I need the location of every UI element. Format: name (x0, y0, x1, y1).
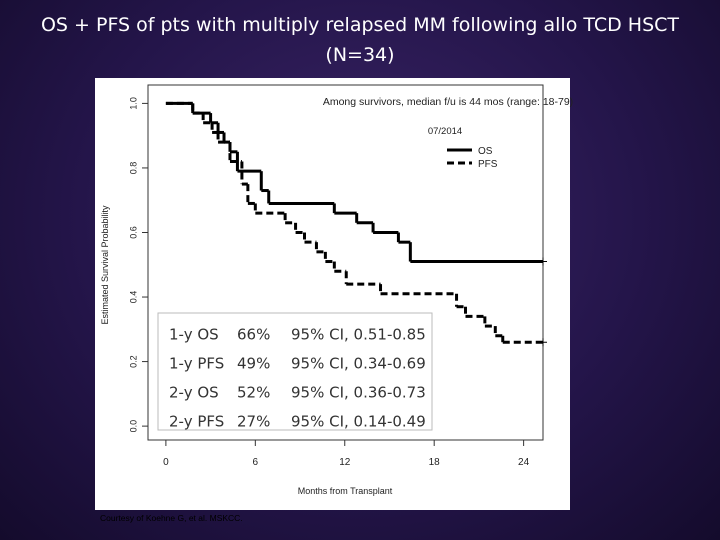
censor-mark (539, 257, 547, 266)
x-tick-label: 0 (163, 457, 169, 468)
y-tick-label: 0.6 (128, 226, 138, 239)
chart-panel (95, 78, 570, 510)
table-cell: 2-y OS (169, 384, 219, 402)
table-cell: 95% CI, 0.51-0.85 (291, 326, 426, 344)
summary-table (157, 312, 433, 431)
table-cell: 49% (237, 355, 270, 373)
table-cell: 52% (237, 384, 270, 402)
table-cell: 95% CI, 0.14-0.49 (291, 413, 426, 431)
annotation: Among survivors, median f/u is 44 mos (r… (323, 96, 573, 108)
x-tick-label: 12 (339, 457, 351, 468)
y-tick-label: 1.0 (128, 97, 138, 110)
table-cell: 66% (237, 326, 270, 344)
table-cell: 95% CI, 0.34-0.69 (291, 355, 426, 373)
table-cell: 27% (237, 413, 270, 431)
legend-label: OS (478, 146, 493, 157)
x-tick-label: 6 (253, 457, 259, 468)
table-cell: 1-y OS (169, 326, 219, 344)
x-tick-label: 24 (518, 457, 530, 468)
censor-mark (539, 338, 547, 347)
table-cell: 2-y PFS (169, 413, 224, 431)
y-tick-label: 0.8 (128, 162, 138, 175)
y-tick-label: 0.2 (128, 355, 138, 368)
table-cell: 1-y PFS (169, 355, 224, 373)
x-axis-label: Months from Transplant (298, 486, 393, 496)
slide-subtitle: (N=34) (325, 44, 395, 66)
y-axis-label: Estimated Survival Probability (100, 205, 110, 325)
y-tick-label: 0.0 (128, 420, 138, 433)
x-tick-label: 18 (429, 457, 441, 468)
legend-label: PFS (478, 159, 498, 170)
y-tick-label: 0.4 (128, 291, 138, 304)
credit: Courtesy of Koehne G, et al. MSKCC. (100, 513, 243, 523)
table-cell: 95% CI, 0.36-0.73 (291, 384, 426, 402)
slide-title: OS + PFS of pts with multiply relapsed M… (40, 14, 680, 36)
date-note: 07/2014 (428, 126, 462, 137)
